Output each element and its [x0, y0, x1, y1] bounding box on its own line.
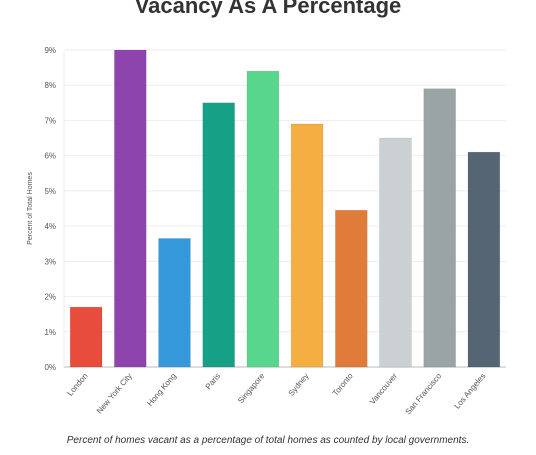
y-tick-label: 2% — [44, 293, 56, 302]
x-tick-label: London — [66, 372, 90, 398]
chart-caption: Percent of homes vacant as a percentage … — [66, 435, 470, 446]
bar-chart: 0% 1% 2% 3% 4% 5% 6% 7% 8% 9% Percent of Total Hom… — [27, 46, 506, 416]
bar — [114, 49, 147, 368]
y-tick-label: 0% — [44, 363, 56, 372]
x-tick-label: New York City — [95, 372, 134, 416]
y-tick-label: 6% — [44, 152, 56, 161]
x-tick-label: Toronto — [331, 371, 355, 398]
x-tick-label: Vancouver — [368, 371, 399, 406]
y-axis-label: Percent of Total Homes — [27, 172, 34, 245]
y-tick-label: 9% — [44, 46, 56, 55]
y-tick-label: 3% — [44, 257, 56, 266]
y-tick-label: 1% — [44, 328, 56, 337]
bar — [467, 151, 501, 368]
y-tick-label: 8% — [44, 81, 56, 90]
bar — [158, 238, 191, 368]
bar — [335, 209, 368, 368]
bar — [69, 306, 103, 368]
bar — [290, 123, 324, 368]
x-tick-label: Singapore — [236, 371, 267, 405]
x-tick-label: Los Angeles — [453, 372, 488, 411]
x-tick-label: Sydney — [287, 372, 311, 398]
bar — [423, 88, 456, 368]
bar — [246, 70, 280, 368]
bar — [379, 137, 412, 368]
y-tick-label: 7% — [44, 116, 56, 125]
bar — [202, 102, 235, 368]
x-tick-label: Hong Kong — [145, 372, 178, 408]
y-tick-label: 5% — [44, 187, 56, 196]
x-tick-label: Paris — [204, 372, 223, 392]
chart-title: Vacancy As A Percentage — [134, 0, 402, 18]
x-tick-label: San Francisco — [403, 371, 443, 416]
y-tick-label: 4% — [44, 222, 56, 231]
